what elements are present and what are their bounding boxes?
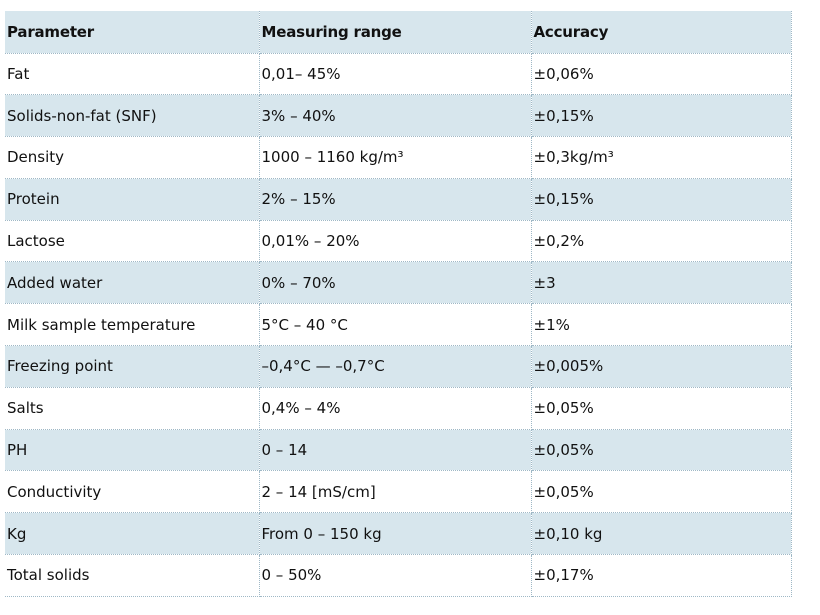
cell-parameter: Solids-non-fat (SNF): [5, 94, 260, 138]
cell-parameter: Fat: [5, 53, 260, 96]
cell-measuring-range: 0% – 70%: [258, 261, 532, 305]
cell-measuring-range: 0 – 50%: [258, 554, 532, 597]
cell-parameter: Total solids: [5, 554, 260, 597]
cell-accuracy: ±0,3kg/m³: [530, 136, 792, 179]
cell-accuracy: ±1%: [530, 303, 792, 347]
cell-accuracy: ±0,10 kg: [530, 512, 792, 556]
cell-parameter: Added water: [5, 261, 260, 305]
cell-accuracy: ±0,15%: [530, 177, 792, 221]
cell-accuracy: ±0,005%: [530, 345, 792, 388]
specifications-table: Parameter Measuring range Accuracy Fat 0…: [5, 11, 792, 597]
cell-measuring-range: –0,4°C — –0,7°C: [258, 345, 532, 388]
cell-measuring-range: 1000 – 1160 kg/m³: [258, 136, 532, 179]
cell-measuring-range: 0 – 14: [258, 428, 532, 472]
cell-parameter: Protein: [5, 177, 260, 221]
cell-accuracy: ±0,17%: [530, 554, 792, 597]
header-parameter: Parameter: [5, 11, 260, 54]
header-accuracy: Accuracy: [530, 11, 792, 54]
cell-measuring-range: From 0 – 150 kg: [258, 512, 532, 556]
table-row: Freezing point –0,4°C — –0,7°C ±0,005%: [5, 345, 792, 388]
cell-accuracy: ±0,05%: [530, 428, 792, 472]
cell-parameter: Freezing point: [5, 345, 260, 388]
cell-measuring-range: 0,4% – 4%: [258, 386, 532, 430]
table-row: Added water 0% – 70% ±3: [5, 261, 792, 305]
cell-measuring-range: 2% – 15%: [258, 177, 532, 221]
header-measuring-range: Measuring range: [258, 11, 532, 54]
cell-measuring-range: 0,01– 45%: [258, 53, 532, 96]
cell-parameter: Salts: [5, 386, 260, 430]
table-row: Fat 0,01– 45% ±0,06%: [5, 53, 792, 96]
table-row: Solids-non-fat (SNF) 3% – 40% ±0,15%: [5, 94, 792, 138]
table-row: Lactose 0,01% – 20% ±0,2%: [5, 219, 792, 263]
cell-accuracy: ±3: [530, 261, 792, 305]
table-row: Total solids 0 – 50% ±0,17%: [5, 554, 792, 597]
table-row: Kg From 0 – 150 kg ±0,10 kg: [5, 512, 792, 556]
table-header-row: Parameter Measuring range Accuracy: [5, 11, 792, 54]
table-row: Protein 2% – 15% ±0,15%: [5, 177, 792, 221]
table-row: Density 1000 – 1160 kg/m³ ±0,3kg/m³: [5, 136, 792, 179]
cell-accuracy: ±0,05%: [530, 386, 792, 430]
cell-parameter: Lactose: [5, 219, 260, 263]
table-row: Salts 0,4% – 4% ±0,05%: [5, 386, 792, 430]
cell-parameter: Density: [5, 136, 260, 179]
table-row: Milk sample temperature 5°C – 40 °C ±1%: [5, 303, 792, 347]
cell-measuring-range: 0,01% – 20%: [258, 219, 532, 263]
cell-parameter: Kg: [5, 512, 260, 556]
cell-accuracy: ±0,06%: [530, 53, 792, 96]
cell-accuracy: ±0,05%: [530, 470, 792, 514]
cell-accuracy: ±0,2%: [530, 219, 792, 263]
table-row: Conductivity 2 – 14 [mS/cm] ±0,05%: [5, 470, 792, 514]
cell-parameter: Milk sample temperature: [5, 303, 260, 347]
cell-measuring-range: 3% – 40%: [258, 94, 532, 138]
cell-accuracy: ±0,15%: [530, 94, 792, 138]
cell-parameter: PH: [5, 428, 260, 472]
table-row: PH 0 – 14 ±0,05%: [5, 428, 792, 472]
cell-measuring-range: 2 – 14 [mS/cm]: [258, 470, 532, 514]
cell-measuring-range: 5°C – 40 °C: [258, 303, 532, 347]
cell-parameter: Conductivity: [5, 470, 260, 514]
